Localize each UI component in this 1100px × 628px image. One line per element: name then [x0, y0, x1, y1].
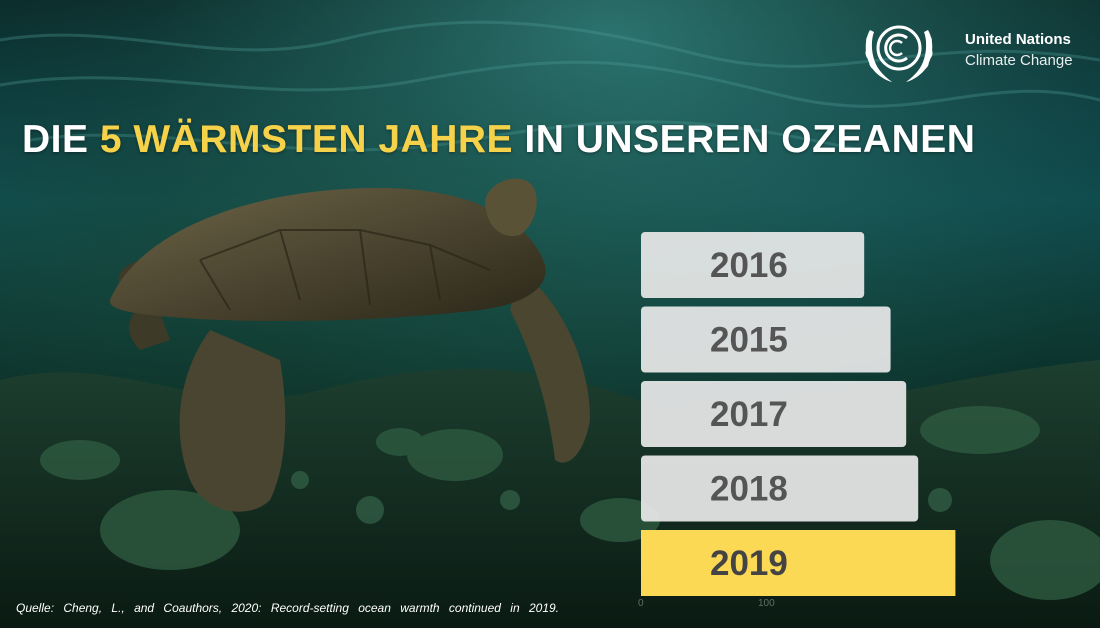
x-tick-label-100: 100 — [758, 598, 775, 609]
title-suffix: IN UNSEREN OZEANEN — [513, 118, 976, 161]
bar-2018 — [641, 455, 919, 522]
bar-2015 — [641, 306, 891, 373]
logo-text-united-nations: United Nations — [965, 31, 1071, 48]
bar-label-2015: 2015 — [710, 321, 788, 360]
source-citation: Quelle: Cheng, L., and Coauthors, 2020: … — [16, 601, 559, 615]
bar-2016 — [641, 232, 865, 298]
bar-label-2016: 2016 — [710, 246, 788, 285]
x-tick-label-0: 0 — [638, 598, 644, 609]
unfccc-logo: United Nations Climate Change — [856, 16, 1086, 84]
bar-label-2018: 2018 — [710, 470, 788, 509]
bar-label-2017: 2017 — [710, 395, 788, 434]
bar-label-2019: 2019 — [710, 544, 788, 583]
unfccc-laurel-emblem-icon — [865, 25, 933, 82]
title-highlight: 5 WÄRMSTEN JAHRE — [99, 118, 514, 161]
sea-turtle-icon — [109, 178, 590, 512]
logo-text-climate-change: Climate Change — [965, 52, 1073, 69]
page-title: DIE 5 WÄRMSTEN JAHRE IN UNSEREN OZEANEN — [22, 118, 975, 162]
bar-2017 — [641, 381, 907, 447]
title-prefix: DIE — [22, 118, 100, 161]
bar-2019 — [641, 530, 956, 596]
